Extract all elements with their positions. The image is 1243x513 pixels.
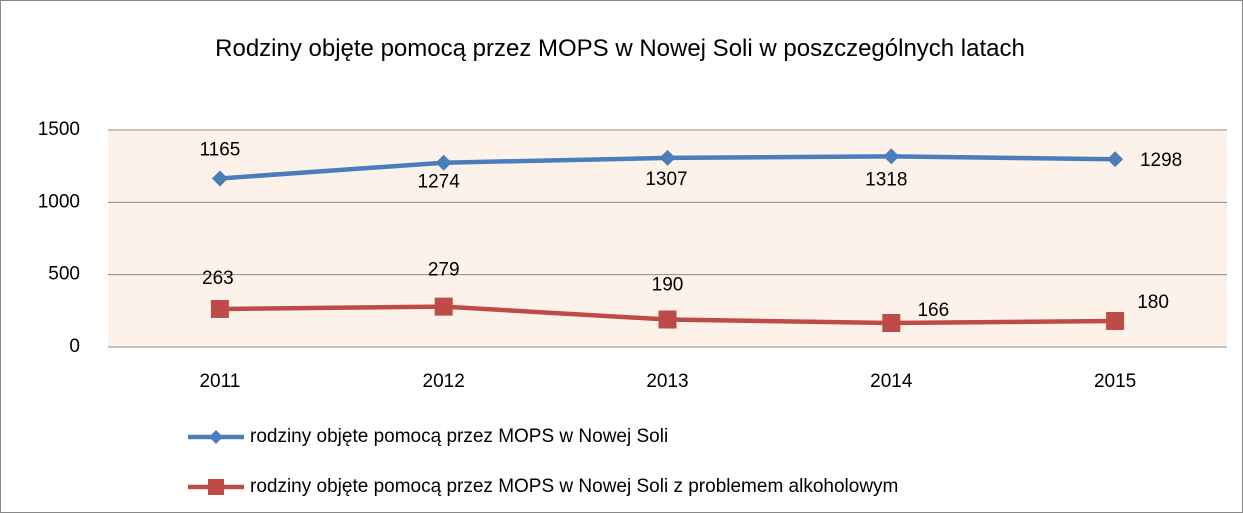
x-tick-label: 2015 [1094, 371, 1136, 392]
x-tick-label: 2014 [870, 371, 913, 392]
chart-title: Rodziny objęte pomocą przez MOPS w Nowej… [215, 35, 1025, 62]
data-label: 1307 [645, 169, 687, 190]
y-tick-label: 1500 [38, 119, 80, 140]
data-label: 1298 [1140, 150, 1182, 171]
marker [658, 310, 677, 329]
marker [435, 154, 452, 171]
data-label: 190 [652, 275, 684, 296]
x-tick-label: 2011 [199, 371, 240, 392]
marker [434, 297, 453, 316]
x-tick-label: 2013 [646, 371, 688, 392]
data-label: 1318 [865, 169, 907, 190]
x-tick-label: 2012 [423, 371, 465, 392]
y-tick-label: 1000 [38, 191, 80, 212]
legend-label: rodziny objęte pomocą przez MOPS w Nowej… [250, 426, 668, 447]
data-label: 180 [1137, 292, 1169, 313]
data-label: 263 [202, 268, 234, 289]
marker [1106, 311, 1125, 330]
marker [211, 170, 228, 187]
data-label: 166 [917, 300, 949, 321]
marker [210, 299, 229, 318]
marker [1107, 151, 1124, 168]
marker [883, 148, 900, 165]
y-tick-label: 0 [69, 336, 80, 357]
marker [882, 313, 901, 332]
y-tick-label: 500 [48, 264, 80, 285]
marker [659, 149, 676, 166]
data-label: 1274 [418, 172, 461, 193]
data-label: 279 [428, 260, 460, 281]
legend-label: rodziny objęte pomocą przez MOPS w Nowej… [250, 476, 898, 497]
legend-marker [209, 430, 223, 444]
legend-marker [208, 479, 224, 495]
data-label: 1165 [199, 139, 240, 160]
